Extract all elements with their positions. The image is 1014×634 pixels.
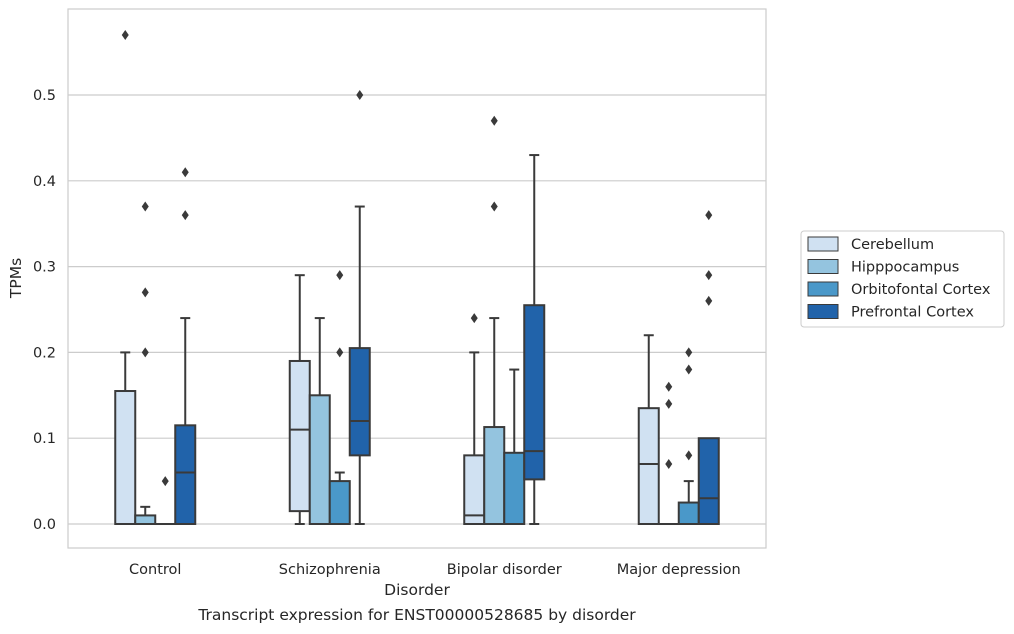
legend-frame [800, 230, 1005, 328]
y-tick-label: 0.5 [33, 88, 56, 104]
y-axis-label: TPMs [7, 258, 25, 299]
x-tick-label: Bipolar disorder [447, 562, 562, 578]
box-orbitofontal-cortex [503, 368, 526, 526]
outlier-point [705, 295, 713, 306]
outlier-point [685, 364, 693, 375]
outlier-point [665, 398, 673, 409]
boxes [114, 29, 720, 526]
box-body [348, 347, 371, 457]
y-tick-label: 0.3 [33, 260, 56, 276]
box-prefrontal-cortex [348, 90, 371, 525]
box-hipppocampus [657, 381, 680, 526]
box-body [308, 394, 331, 525]
outlier-point [685, 347, 693, 358]
legend-label: Orbitofontal Cortex [851, 282, 991, 298]
legend-swatch [807, 236, 839, 252]
outlier-point [470, 313, 478, 324]
box-body [328, 480, 351, 526]
box-body [288, 359, 311, 513]
box-cerebellum [114, 29, 137, 526]
outlier-point [665, 458, 673, 469]
outlier-point [490, 115, 498, 126]
legend-swatch [807, 281, 839, 297]
box-hipppocampus [483, 115, 506, 525]
legend-label: Hipppocampus [851, 260, 959, 276]
box-body [134, 514, 157, 525]
legend-label: Prefrontal Cortex [851, 305, 974, 321]
box-orbitofontal-cortex [328, 270, 351, 526]
box-orbitofontal-cortex [154, 476, 177, 526]
outlier-point [141, 287, 149, 298]
box-hipppocampus [134, 201, 157, 525]
outlier-point [356, 90, 364, 100]
outlier-point [181, 210, 189, 221]
outlier-point [490, 201, 498, 212]
box-orbitofontal-cortex [677, 347, 700, 525]
plot-area-frame [67, 8, 767, 549]
box-cerebellum [463, 313, 486, 525]
outlier-point [705, 210, 713, 221]
legend-swatch [807, 304, 839, 319]
y-tick-label: 0.4 [33, 174, 56, 190]
box-prefrontal-cortex [174, 167, 197, 525]
legend: Cerebellum Hipppocampus Orbitofontal Corte… [800, 230, 1005, 328]
outlier-point [665, 381, 673, 392]
outlier-point [336, 270, 344, 281]
box-body [174, 424, 197, 525]
box-prefrontal-cortex [523, 154, 546, 525]
box-hipppocampus [308, 317, 331, 525]
y-tick-label: 0.0 [33, 517, 56, 533]
box-body [503, 451, 526, 526]
outlier-point [141, 201, 149, 212]
x-tick-label: Schizophrenia [279, 562, 381, 578]
x-tick-labels: Control Schizophrenia Bipolar disorder Majo… [129, 562, 741, 578]
outlier-point [161, 476, 169, 487]
outlier-point [705, 270, 713, 281]
box-body [637, 407, 660, 526]
x-tick-label: Control [129, 562, 181, 578]
y-tick-label: 0.2 [33, 345, 56, 361]
legend-label: Cerebellum [851, 237, 934, 253]
outlier-point [181, 167, 189, 178]
box-prefrontal-cortex [697, 210, 720, 526]
box-body [523, 304, 546, 481]
box-cerebellum [288, 274, 311, 525]
x-tick-label: Major depression [617, 562, 741, 578]
figure-caption: Transcript expression for ENST0000052868… [198, 606, 636, 624]
box-body [677, 501, 700, 525]
box-body [483, 426, 506, 525]
y-tick-labels: 0.0 0.1 0.2 0.3 0.4 0.5 [33, 88, 56, 533]
box-body [697, 437, 720, 526]
x-axis-label: Disorder [384, 581, 450, 599]
y-tick-label: 0.1 [33, 431, 56, 447]
outlier-point [685, 450, 693, 461]
box-body [114, 390, 137, 526]
outlier-point [141, 347, 149, 358]
gridlines [68, 94, 766, 525]
legend-swatch [807, 259, 839, 274]
outlier-point [121, 29, 129, 40]
box-body [463, 454, 486, 525]
outlier-point [336, 347, 344, 358]
box-cerebellum [637, 334, 660, 526]
